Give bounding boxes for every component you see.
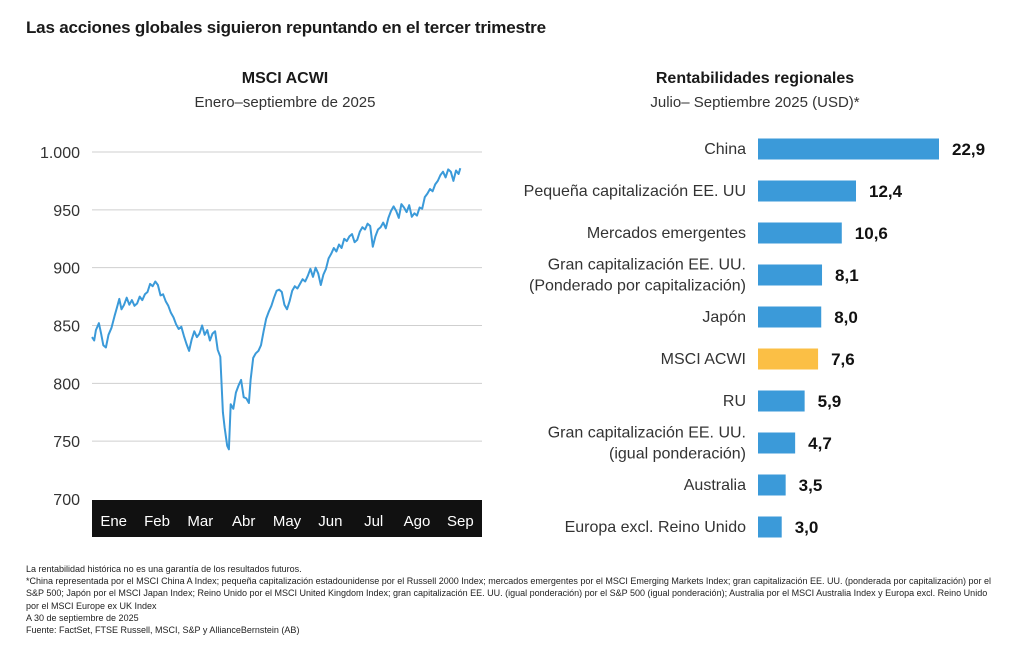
- category-label: Gran capitalización EE. UU.: [548, 257, 746, 274]
- x-tick-label: Sep: [447, 513, 474, 530]
- category-label: RU: [723, 393, 746, 410]
- footnotes: La rentabilidad histórica no es una gara…: [26, 563, 1001, 636]
- y-tick-label: 700: [53, 492, 80, 509]
- bar: [758, 180, 857, 202]
- value-label: 4,7: [808, 434, 832, 453]
- x-tick-label: Feb: [144, 513, 170, 530]
- y-tick-label: 950: [53, 203, 80, 220]
- x-tick-label: Jun: [318, 513, 342, 530]
- bar-chart-subtitle: Julio– Septiembre 2025 (USD)*: [650, 94, 860, 111]
- msci-acwi-line-chart: 1.000 950 900 850 800 750 700 Ene Feb Mar Abr May Ju…: [40, 145, 482, 537]
- line-chart-title: MSCI ACWI: [241, 70, 329, 87]
- bar: [758, 432, 796, 454]
- y-tick-label: 800: [53, 376, 80, 393]
- bar: [758, 348, 819, 370]
- value-label: 8,1: [835, 266, 859, 285]
- value-label: 3,0: [795, 518, 819, 537]
- bar: [758, 516, 782, 538]
- category-label: MSCI ACWI: [661, 351, 746, 368]
- x-axis-band: [92, 500, 482, 537]
- value-label: 5,9: [818, 392, 842, 411]
- footnote-date: A 30 de septiembre de 2025: [26, 612, 139, 623]
- page-title: Las acciones globales siguieron repuntan…: [26, 18, 546, 37]
- y-tick-label: 850: [53, 319, 80, 336]
- value-label: 10,6: [855, 224, 888, 243]
- bar: [758, 390, 805, 412]
- x-tick-label: Ene: [100, 513, 127, 530]
- value-label: 3,5: [799, 476, 823, 495]
- bar: [758, 138, 939, 160]
- x-tick-label: Jul: [364, 513, 383, 530]
- x-tick-label: Ago: [404, 513, 431, 530]
- category-label: (igual ponderación): [609, 446, 746, 463]
- x-tick-label: Mar: [187, 513, 213, 530]
- category-label: China: [704, 141, 746, 158]
- category-label: Japón: [702, 309, 746, 326]
- line-chart-subtitle: Enero–septiembre de 2025: [194, 94, 376, 111]
- footnote-index-sources: *China representada por el MSCI China A …: [26, 576, 992, 611]
- category-label: (Ponderado por capitalización): [529, 278, 746, 295]
- value-label: 7,6: [831, 350, 855, 369]
- category-label: Pequeña capitalización EE. UU: [524, 183, 746, 200]
- value-label: 22,9: [952, 140, 985, 159]
- category-label: Gran capitalización EE. UU.: [548, 425, 746, 442]
- bar: [758, 474, 786, 496]
- regional-returns-bar-chart: China 22,9 Pequeña capitalización EE. UU 12…: [524, 138, 985, 538]
- footnote-disclaimer: La rentabilidad histórica no es una gara…: [26, 564, 302, 574]
- msci-acwi-series-line: [91, 167, 462, 451]
- bar: [758, 306, 822, 328]
- category-label: Europa excl. Reino Unido: [565, 519, 747, 536]
- bar: [758, 264, 823, 286]
- footnote-source: Fuente: FactSet, FTSE Russell, MSCI, S&P…: [26, 625, 300, 636]
- x-tick-label: May: [273, 513, 302, 530]
- y-tick-label: 1.000: [40, 145, 80, 162]
- y-tick-label: 750: [53, 434, 80, 451]
- x-tick-label: Abr: [232, 513, 255, 530]
- category-label: Mercados emergentes: [587, 225, 746, 242]
- value-label: 8,0: [834, 308, 858, 327]
- bar: [758, 222, 842, 244]
- value-label: 12,4: [869, 182, 903, 201]
- y-tick-label: 900: [53, 261, 80, 278]
- category-label: Australia: [684, 477, 746, 494]
- bar-chart-title: Rentabilidades regionales: [655, 70, 855, 87]
